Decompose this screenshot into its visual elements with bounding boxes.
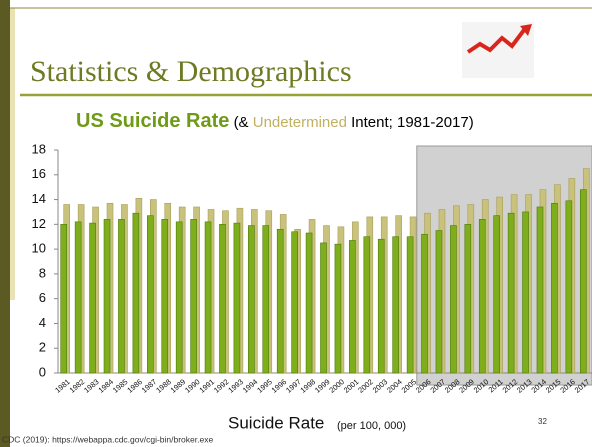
y-tick-label: 2	[39, 340, 46, 355]
y-tick-label: 10	[32, 241, 46, 256]
bar	[89, 222, 96, 374]
bar	[320, 242, 327, 374]
y-tick-label: 18	[32, 141, 46, 156]
bar	[536, 206, 544, 374]
y-tick-label: 4	[39, 315, 46, 330]
bar	[464, 224, 472, 374]
highlight-region	[416, 145, 592, 386]
side-accent	[10, 8, 15, 300]
bar	[349, 240, 356, 374]
bar	[248, 225, 255, 374]
y-tick-label: 6	[39, 290, 46, 305]
bar	[74, 221, 82, 374]
bar	[435, 230, 443, 374]
bar	[478, 219, 486, 374]
subtitle-suffix: Intent; 1981-2017)	[351, 114, 474, 131]
source: CDC (2019): https://webappa.cdc.gov/cgi-…	[2, 434, 213, 444]
bar	[175, 221, 183, 374]
bar	[190, 219, 197, 374]
bar	[421, 233, 428, 374]
x-axis-label: Suicide Rate	[228, 413, 324, 432]
bar	[363, 236, 371, 374]
subtitle-highlight: Undetermined	[252, 114, 347, 131]
bar	[233, 222, 241, 374]
bar	[262, 225, 270, 374]
bar	[392, 236, 399, 374]
x-axis-unit: (per 100, 000)	[337, 420, 406, 432]
side-strip	[0, 0, 10, 447]
bar	[507, 212, 515, 374]
bar	[406, 236, 414, 374]
bar	[204, 221, 212, 374]
y-tick-label: 12	[32, 216, 46, 231]
y-tick-label: 8	[39, 265, 46, 280]
y-tick-label: 16	[32, 166, 46, 181]
bar	[161, 219, 169, 374]
y-tick-label: 14	[32, 191, 46, 206]
chart-title: US Suicide Rate	[76, 110, 230, 132]
bar	[493, 215, 500, 374]
bar	[565, 200, 573, 374]
bar	[276, 228, 284, 374]
subtitle: US Suicide Rate (& Undetermined Intent; …	[76, 110, 474, 133]
page-number: 32	[538, 417, 547, 426]
slide-title: Statistics & Demographics	[30, 55, 352, 88]
bar	[60, 224, 68, 374]
bar	[219, 224, 226, 374]
bar	[334, 243, 342, 374]
bar	[305, 232, 313, 374]
bar	[377, 238, 385, 374]
bar	[118, 219, 125, 374]
bar	[132, 212, 140, 374]
subtitle-prefix: (&	[233, 114, 249, 131]
trend-icon	[462, 22, 534, 78]
bar	[450, 225, 457, 374]
bar	[551, 202, 558, 374]
bar	[522, 211, 529, 374]
bar	[147, 215, 154, 374]
bar	[579, 189, 587, 374]
y-tick-label: 0	[39, 364, 46, 379]
bar	[291, 231, 298, 374]
bar	[103, 219, 111, 374]
